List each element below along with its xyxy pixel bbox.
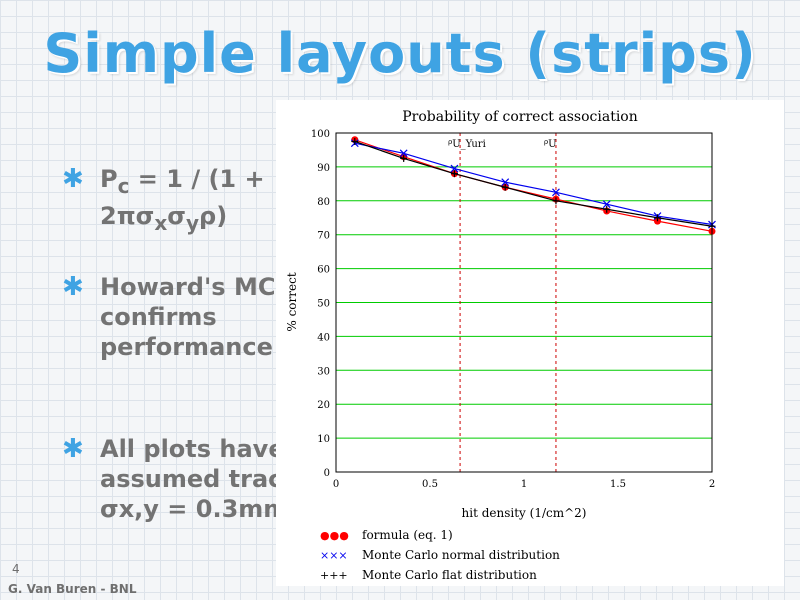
plot-frame <box>335 132 713 473</box>
y-tick-label-10: 10 <box>317 434 330 445</box>
series-1-point-2 <box>450 164 459 173</box>
vline-label-0: ρU_Yuri <box>448 138 486 150</box>
legend-marker-0: ●●● <box>320 529 349 542</box>
y-axis-label: % correct <box>285 272 299 331</box>
x-axis-label: hit density (1/cm^2) <box>462 506 587 520</box>
y-tick-label-40: 40 <box>317 332 330 343</box>
series-2-point-3 <box>501 183 509 191</box>
y-tick-label-80: 80 <box>317 197 330 208</box>
bullet-tracking-text: All plots have assumed tracking σx,y = 0… <box>100 435 341 523</box>
series-2-point-1 <box>400 154 408 162</box>
x-tick-label-2: 1 <box>521 479 527 490</box>
legend-marker-2: +++ <box>320 569 348 582</box>
y-tick-label-60: 60 <box>317 265 330 276</box>
y-tick-label-100: 100 <box>311 129 330 140</box>
legend-marker-1: ××× <box>320 549 348 562</box>
chart-title: Probability of correct association <box>402 109 638 125</box>
legend-label-1: Monte Carlo normal distribution <box>362 548 560 562</box>
bullet-formula-text: Pc = 1 / (1 + 2πσxσyρ) <box>100 165 265 235</box>
y-tick-label-20: 20 <box>317 400 330 411</box>
x-tick-label-0: 0 <box>333 479 339 490</box>
y-tick-label-50: 50 <box>317 299 330 310</box>
chart: Probability of correct association ρU_Yu… <box>285 109 716 582</box>
series-2-point-2 <box>450 170 458 178</box>
asterisk-icon: ✱ <box>62 164 84 194</box>
y-tick-label-30: 30 <box>317 366 330 377</box>
y-tick-label-70: 70 <box>317 231 330 242</box>
bullet-mc-text: Howard's MC confirms performance <box>100 273 276 361</box>
series-1-point-4 <box>552 188 560 197</box>
x-tick-label-1: 0.5 <box>422 479 438 490</box>
chart-panel: Probability of correct association ρU_Yu… <box>276 100 784 586</box>
legend-label-0: formula (eq. 1) <box>362 528 453 542</box>
x-tick-label-3: 1.5 <box>610 479 626 490</box>
chart-legend: ●●● formula (eq. 1) ××× Monte Carlo normal … <box>320 528 560 582</box>
series-line-2 <box>354 140 713 227</box>
asterisk-icon: ✱ <box>62 272 84 302</box>
y-tick-label-0: 0 <box>324 468 330 479</box>
series-line-1 <box>354 142 713 226</box>
series-line-0 <box>354 139 713 232</box>
series-2-point-5 <box>603 205 611 213</box>
page-number: 4 <box>12 562 20 576</box>
legend-label-2: Monte Carlo flat distribution <box>362 568 537 582</box>
y-tick-label-90: 90 <box>317 163 330 174</box>
series-1-point-5 <box>602 200 611 209</box>
chart-vlines: ρU_Yuri ρU <box>448 133 557 472</box>
chart-grid <box>336 166 712 439</box>
series-2-point-4 <box>552 197 560 205</box>
y-tick-labels: 0 10 20 30 40 50 60 70 80 90 100 <box>311 129 330 479</box>
series-2-point-6 <box>653 214 661 222</box>
slide-title: Simple layouts (strips) <box>43 22 757 85</box>
x-tick-labels: 0 0.5 1 1.5 2 <box>333 479 715 490</box>
x-tick-label-4: 2 <box>709 479 715 490</box>
author-footer: G. Van Buren - BNL <box>8 582 137 596</box>
chart-series <box>350 136 716 235</box>
series-2-point-0 <box>351 137 359 145</box>
series-1-point-3 <box>501 178 510 187</box>
asterisk-icon: ✱ <box>62 434 84 464</box>
series-1-point-1 <box>399 149 408 158</box>
vline-label-1: ρU <box>544 138 557 150</box>
